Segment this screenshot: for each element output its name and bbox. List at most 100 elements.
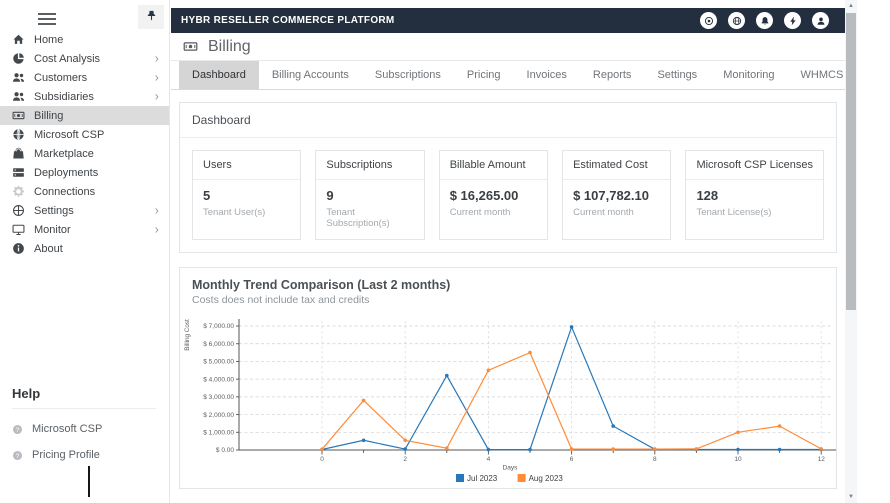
svg-text:$ 3,000.00: $ 3,000.00 [203, 394, 234, 401]
pie-chart-icon [12, 52, 25, 65]
svg-text:0: 0 [320, 456, 324, 463]
home-icon [12, 33, 25, 46]
card-subtitle: Tenant Subscription(s) [326, 207, 390, 229]
page-header: Billing [171, 33, 845, 61]
pin-sidebar-button[interactable] [138, 5, 164, 29]
card-label: Subscriptions [316, 151, 424, 180]
scroll-down-arrow-icon[interactable]: ▼ [848, 494, 854, 500]
sidebar-item-label: Connections [34, 185, 96, 198]
svg-text:Billing Cost: Billing Cost [184, 319, 191, 351]
tab-pricing[interactable]: Pricing [466, 69, 501, 81]
sidebar-item-label: Cost Analysis [34, 52, 101, 65]
svg-text:8: 8 [653, 456, 657, 463]
card-subtitle: Current month [573, 207, 634, 218]
shopping-bag-icon [12, 147, 25, 160]
svg-text:6: 6 [570, 456, 574, 463]
sidebar-item-label: Billing [34, 109, 64, 122]
tab-invoices[interactable]: Invoices [526, 69, 567, 81]
chevron-right-icon: › [154, 69, 159, 85]
tab-whmcs[interactable]: WHMCS [800, 69, 844, 81]
svg-text:$ 0.00: $ 0.00 [216, 447, 234, 454]
trend-line-chart: $ 0.00 $ 1,000.00 $ 2,000.00 $ 3,000.00 $ 4,… [180, 308, 836, 488]
sidebar-item-customers[interactable]: Customers › [0, 68, 169, 87]
tab-dashboard[interactable]: Dashboard [179, 61, 259, 89]
bell-icon[interactable] [756, 12, 773, 29]
svg-text:$ 4,000.00: $ 4,000.00 [203, 376, 234, 383]
sidebar: Home Cost Analysis › Customers › Subsidi… [0, 0, 170, 503]
svg-text:12: 12 [818, 456, 826, 463]
sidebar-item-billing[interactable]: Billing [0, 106, 169, 125]
text-cursor-artifact [88, 466, 90, 497]
vertical-scrollbar[interactable]: ▲ ▼ [845, 0, 857, 503]
tab-reports[interactable]: Reports [592, 69, 632, 81]
chevron-right-icon: › [154, 88, 159, 104]
stat-card-estimated-cost: Estimated Cost $ 107,782.10 Current mont… [562, 150, 672, 240]
question-circle-icon: ? [12, 424, 23, 435]
tab-monitoring[interactable]: Monitoring [723, 69, 775, 81]
svg-text:$ 6,000.00: $ 6,000.00 [203, 341, 234, 348]
sidebar-item-connections[interactable]: Connections [0, 182, 169, 201]
top-navbar: HYBR RESELLER COMMERCE PLATFORM [171, 8, 845, 33]
billing-tabs: Dashboard Billing Accounts Subscriptions… [171, 61, 845, 90]
question-circle-icon: ? [12, 450, 23, 461]
svg-text:Aug 2023: Aug 2023 [529, 474, 564, 483]
sidebar-item-settings[interactable]: Settings › [0, 201, 169, 220]
menu-toggle-icon[interactable] [38, 13, 56, 28]
users-icon [12, 71, 25, 84]
main-content: HYBR RESELLER COMMERCE PLATFORM Billing … [171, 0, 845, 489]
svg-text:Days: Days [503, 465, 519, 472]
scroll-up-arrow-icon[interactable]: ▲ [848, 3, 854, 9]
tab-settings[interactable]: Settings [657, 69, 698, 81]
help-section: Help ? Microsoft CSP ? Pricing Profile [0, 386, 168, 461]
help-title: Help [12, 386, 156, 409]
sidebar-item-marketplace[interactable]: Marketplace [0, 144, 169, 163]
sidebar-item-home[interactable]: Home [0, 30, 169, 49]
sidebar-item-label: Settings [34, 204, 74, 217]
sidebar-item-subsidiaries[interactable]: Subsidiaries › [0, 87, 169, 106]
info-circle-icon [12, 242, 25, 255]
card-label: Estimated Cost [563, 151, 671, 180]
chevron-right-icon: › [154, 50, 159, 66]
target-icon[interactable] [700, 12, 717, 29]
svg-text:Jul 2023: Jul 2023 [467, 474, 498, 483]
billing-money-icon [181, 39, 200, 54]
sidebar-item-about[interactable]: About [0, 239, 169, 258]
user-icon[interactable] [812, 12, 829, 29]
sidebar-item-label: Customers [34, 71, 88, 84]
svg-text:4: 4 [487, 456, 491, 463]
sidebar-item-cost-analysis[interactable]: Cost Analysis › [0, 49, 169, 68]
tab-billing-accounts[interactable]: Billing Accounts [271, 69, 349, 81]
card-subtitle: Current month [449, 207, 511, 218]
card-label: Microsoft CSP Licenses [686, 151, 824, 180]
stat-cards: Users 5 Tenant User(s) Subscriptions 9 T… [180, 138, 836, 252]
svg-text:?: ? [16, 426, 20, 433]
help-link-microsoft-csp[interactable]: ? Microsoft CSP [12, 423, 156, 435]
card-subtitle: Tenant User(s) [203, 207, 266, 218]
scrollbar-thumb[interactable] [846, 13, 856, 310]
trend-panel: Monthly Trend Comparison (Last 2 months)… [179, 267, 837, 489]
svg-text:$ 7,000.00: $ 7,000.00 [203, 323, 234, 330]
tab-subscriptions[interactable]: Subscriptions [374, 69, 441, 81]
sidebar-item-label: About [34, 242, 63, 255]
globe-icon[interactable] [728, 12, 745, 29]
money-bill-icon [12, 109, 25, 122]
svg-text:2: 2 [403, 456, 407, 463]
card-value: 9 [326, 188, 334, 203]
sidebar-item-microsoft-csp[interactable]: Microsoft CSP [0, 125, 169, 144]
help-link-pricing-profile[interactable]: ? Pricing Profile [12, 449, 156, 461]
sidebar-item-deployments[interactable]: Deployments [0, 163, 169, 182]
stat-card-subscriptions: Subscriptions 9 Tenant Subscription(s) [315, 150, 425, 240]
sidebar-item-monitor[interactable]: Monitor › [0, 220, 169, 239]
topbar-actions [700, 12, 829, 29]
chevron-right-icon: › [154, 202, 159, 218]
chart-subtitle: Costs does not include tax and credits [192, 294, 370, 306]
users-icon [12, 90, 25, 103]
stat-card-csp-licenses: Microsoft CSP Licenses 128 Tenant Licens… [685, 150, 825, 240]
bolt-icon[interactable] [784, 12, 801, 29]
card-label: Users [193, 151, 301, 180]
card-label: Billable Amount [439, 151, 548, 180]
server-icon [12, 166, 25, 179]
sidebar-item-label: Monitor [34, 223, 71, 236]
dashboard-panel: Dashboard Users 5 Tenant User(s) Subscri… [179, 102, 837, 253]
sidebar-nav: Home Cost Analysis › Customers › Subsidi… [0, 30, 169, 258]
